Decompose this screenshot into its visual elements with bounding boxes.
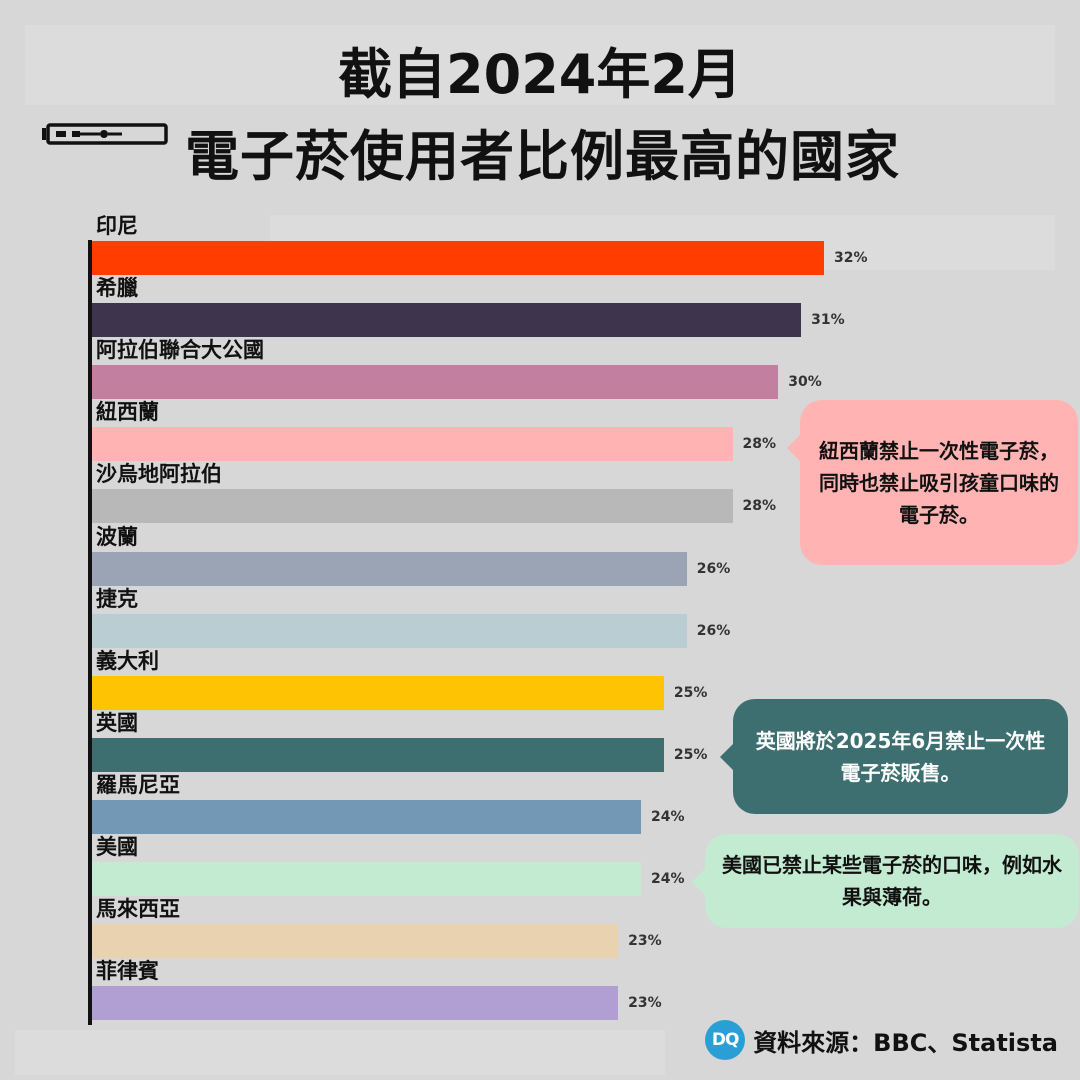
category-label: 紐西蘭 (96, 400, 159, 425)
category-label: 印尼 (96, 214, 138, 238)
category-label: 馬來西亞 (96, 897, 180, 922)
value-label: 30% (788, 374, 822, 391)
value-label: 24% (651, 808, 685, 825)
bar (92, 799, 641, 834)
callout-text: 英國將於2025年6月禁止一次性電子菸販售。 (755, 728, 1046, 785)
y-axis-line (88, 240, 92, 1025)
background-panel (25, 25, 1055, 105)
callout-pointer (720, 743, 734, 771)
chart-subtitle: 電子菸使用者比例最高的國家 (185, 125, 900, 188)
background-panel (15, 1030, 665, 1075)
value-label: 26% (696, 622, 731, 639)
chart-title: 截自2024年2月 (338, 43, 742, 106)
category-label: 英國 (96, 710, 138, 735)
bar (92, 551, 687, 586)
value-label: 25% (673, 684, 708, 701)
value-label: 23% (628, 933, 662, 950)
bar (92, 613, 687, 648)
callout-text: 紐西蘭禁止一次性電子菸，同時也禁止吸引孩童口味的電子菸。 (819, 438, 1059, 527)
bar (92, 862, 641, 896)
callout-new-zealand: 紐西蘭禁止一次性電子菸，同時也禁止吸引孩童口味的電子菸。 (787, 400, 1078, 565)
source-credit: DQ 資料來源：BBC、Statista (705, 1020, 1058, 1060)
category-label: 波蘭 (96, 524, 138, 549)
source-text: 資料來源：BBC、Statista (753, 1028, 1058, 1057)
value-label: 31% (811, 312, 845, 329)
value-label: 25% (673, 746, 708, 763)
bar (92, 924, 619, 959)
value-label: 32% (834, 250, 868, 266)
bar (92, 986, 619, 1021)
bar (92, 489, 733, 524)
e-cigarette-icon (42, 123, 168, 145)
category-label: 羅馬尼亞 (96, 772, 180, 797)
bar (92, 427, 733, 462)
value-label: 23% (628, 995, 662, 1012)
callout-pointer (692, 868, 706, 896)
category-label: 希臘 (96, 276, 138, 301)
bar (92, 365, 779, 400)
category-label: 菲律賓 (96, 959, 159, 984)
bar (92, 241, 824, 275)
category-label: 義大利 (96, 648, 159, 673)
callout-text: 美國已禁止某些電子菸的口味，例如水果與薄荷。 (722, 853, 1062, 909)
callout-usa: 美國已禁止某些電子菸的口味，例如水果與薄荷。 (692, 834, 1079, 928)
category-label: 沙烏地阿拉伯 (96, 462, 222, 487)
callout-pointer (787, 434, 801, 462)
category-label: 阿拉伯聯合大公國 (96, 338, 264, 363)
category-label: 美國 (96, 835, 138, 859)
dq-logo: DQ (705, 1020, 746, 1060)
bar (92, 303, 802, 338)
value-label: 26% (696, 560, 731, 577)
category-label: 捷克 (96, 586, 138, 611)
callout-uk: 英國將於2025年6月禁止一次性電子菸販售。 (720, 699, 1068, 814)
value-label: 24% (651, 871, 685, 887)
value-label: 28% (742, 436, 777, 453)
bar (92, 675, 664, 710)
value-label: 28% (742, 498, 777, 515)
bar (92, 737, 664, 772)
